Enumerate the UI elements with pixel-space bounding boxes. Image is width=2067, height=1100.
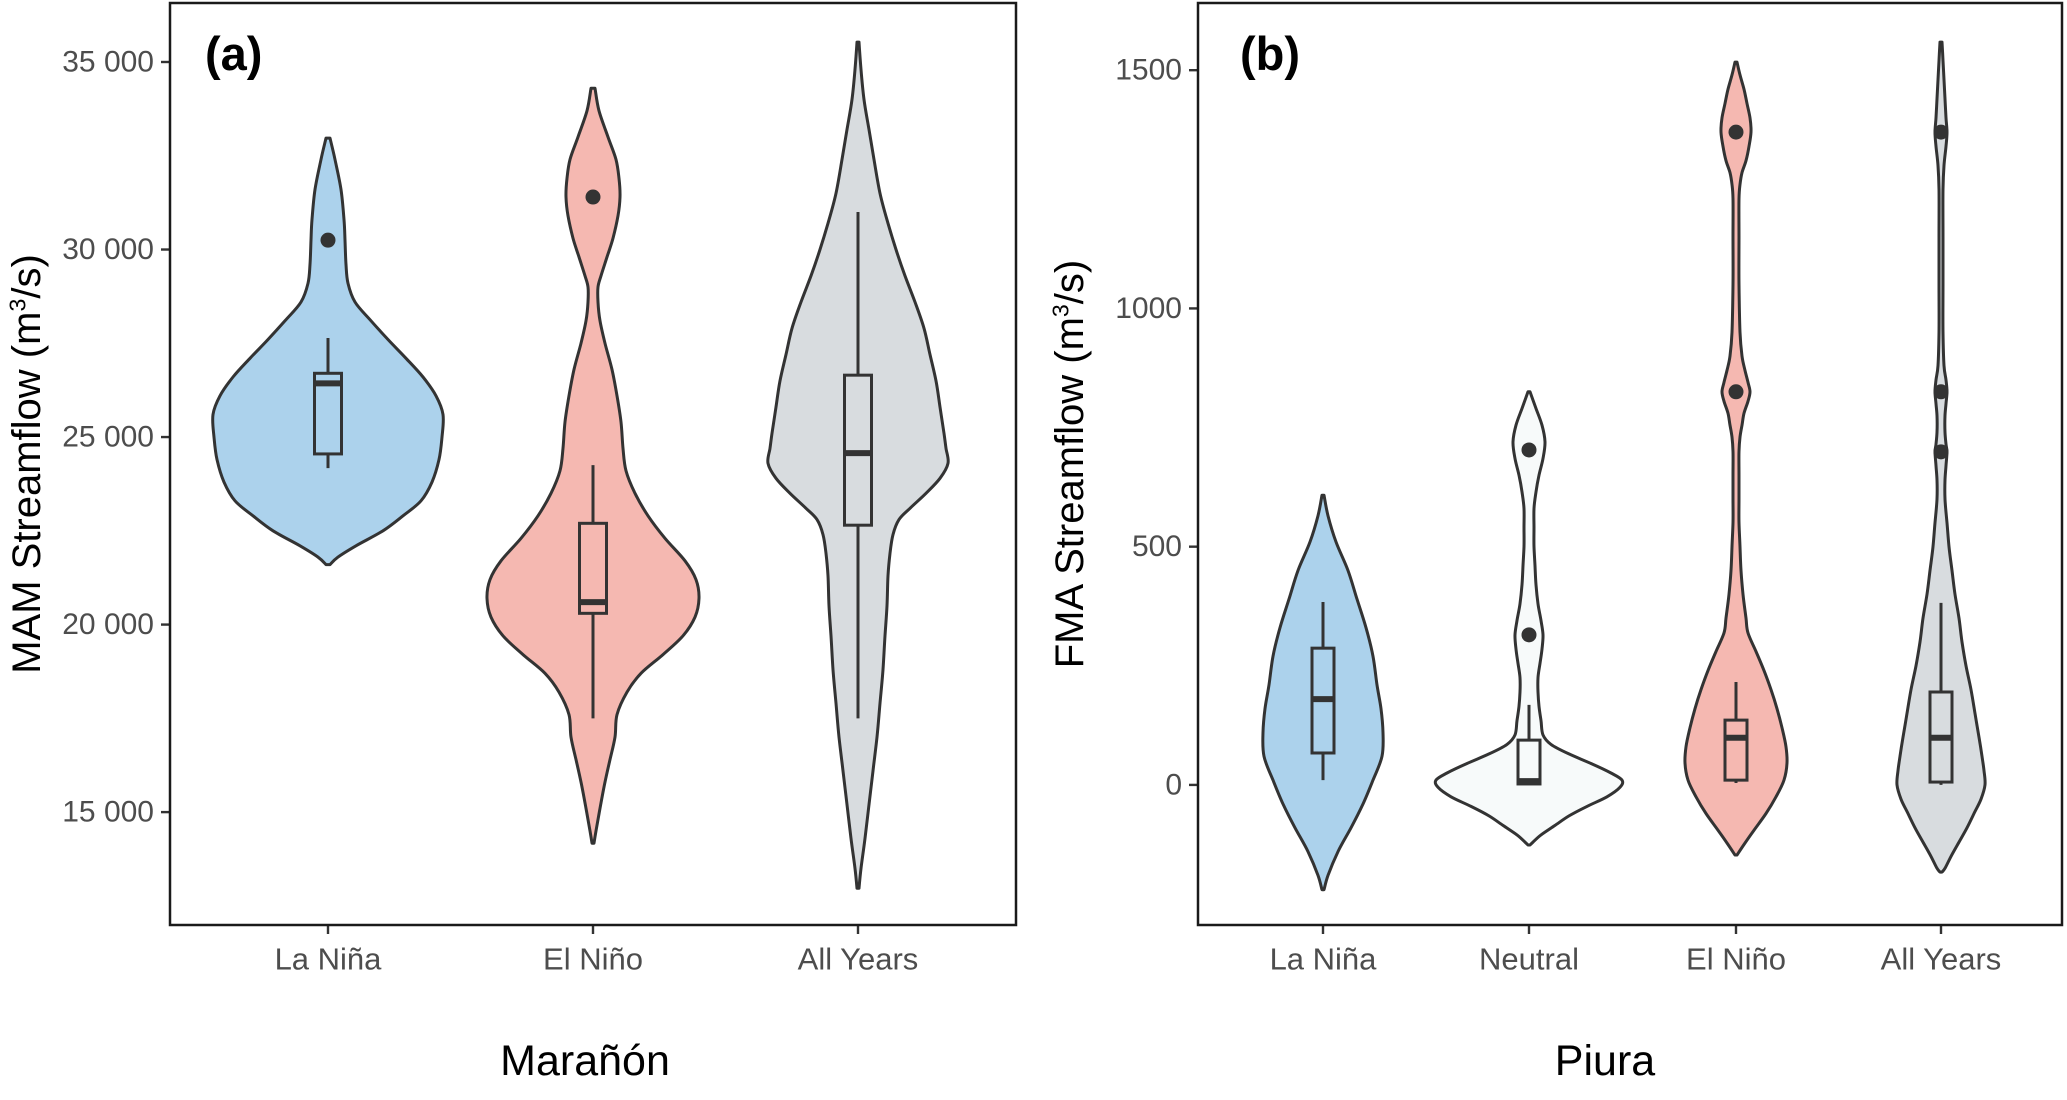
box-el-nino xyxy=(1723,718,1749,782)
y-tick-label: 1500 xyxy=(1115,54,1182,87)
y-axis-title-unit: /s) xyxy=(1048,259,1092,305)
violin-el-nino xyxy=(1683,60,1789,857)
y-axis-title-text: FMA Streamflow (m xyxy=(1048,317,1092,669)
y-tick-label: 20 000 xyxy=(62,608,154,641)
y-tick-label: 25 000 xyxy=(62,421,154,454)
panel-b-y-axis-title: FMA Streamflow (m3/s) xyxy=(1047,259,1092,669)
outlier-dot-neutral xyxy=(1521,442,1537,458)
violin-all-years xyxy=(1895,40,1987,874)
x-tick-label-el-nino: El Niño xyxy=(543,942,643,977)
x-tick-label-la-nina: La Niña xyxy=(275,942,383,977)
violin-la-nina xyxy=(1261,493,1385,892)
y-axis-title-superscript: 3 xyxy=(4,298,31,312)
y-axis-title-superscript: 3 xyxy=(1047,304,1074,318)
violin-shape-neutral xyxy=(1433,390,1625,847)
x-tick-label-all-years: All Years xyxy=(798,942,919,977)
y-axis-title-text: MAM Streamflow (m xyxy=(5,311,49,674)
y-tick-label: 30 000 xyxy=(62,233,154,266)
panel-border-a xyxy=(168,1,1018,927)
x-tick-label-neutral: Neutral xyxy=(1479,942,1579,977)
outlier-dot-la-nina xyxy=(320,232,336,248)
violin-neutral xyxy=(1433,390,1625,847)
box-el-nino xyxy=(578,521,608,615)
y-tick-label: 500 xyxy=(1132,530,1182,563)
violin-all-years xyxy=(766,40,950,890)
outlier-dot-all-years xyxy=(1933,384,1949,400)
y-axis-title-unit: /s) xyxy=(5,254,49,299)
outlier-dot-all-years xyxy=(1933,124,1949,140)
outlier-dot-el-nino xyxy=(585,189,601,205)
y-tick-label: 1000 xyxy=(1115,292,1182,325)
panel-b-title: Piura xyxy=(1554,1037,1656,1085)
y-tick-label: 0 xyxy=(1165,768,1182,801)
panel-a-y-axis-title: MAM Streamflow (m3/s) xyxy=(4,254,49,674)
panel-a: 35 000 30 000 25 000 20 000 15 000 La Niña El … xyxy=(62,1,1018,977)
y-tick-label: 15 000 xyxy=(62,796,154,829)
box-all-years xyxy=(843,373,873,527)
outlier-dot-all-years xyxy=(1933,444,1949,460)
x-tick-label-la-nina: La Niña xyxy=(1270,942,1378,977)
y-tick-label: 35 000 xyxy=(62,45,154,78)
panel-b-label: (b) xyxy=(1240,27,1301,80)
x-tick-label-all-years: All Years xyxy=(1881,942,2002,977)
violin-el-nino xyxy=(485,86,701,845)
box-la-nina xyxy=(313,371,343,456)
violin-la-nina xyxy=(211,136,445,567)
box-neutral xyxy=(1516,738,1542,786)
panel-a-title: Marañón xyxy=(500,1037,670,1085)
outlier-dot-el-nino xyxy=(1728,384,1744,400)
panel-a-label: (a) xyxy=(205,27,263,80)
x-tick-label-el-nino: El Niño xyxy=(1686,942,1786,977)
panel-border-b xyxy=(1196,1,2064,927)
violin-shape-el-nino xyxy=(1683,60,1789,857)
outlier-dot-neutral xyxy=(1521,627,1537,643)
outlier-dot-el-nino xyxy=(1728,124,1744,140)
panel-b: 1500 1000 500 0 La Niña Neutral El Niño All Yea… xyxy=(1115,1,2064,977)
